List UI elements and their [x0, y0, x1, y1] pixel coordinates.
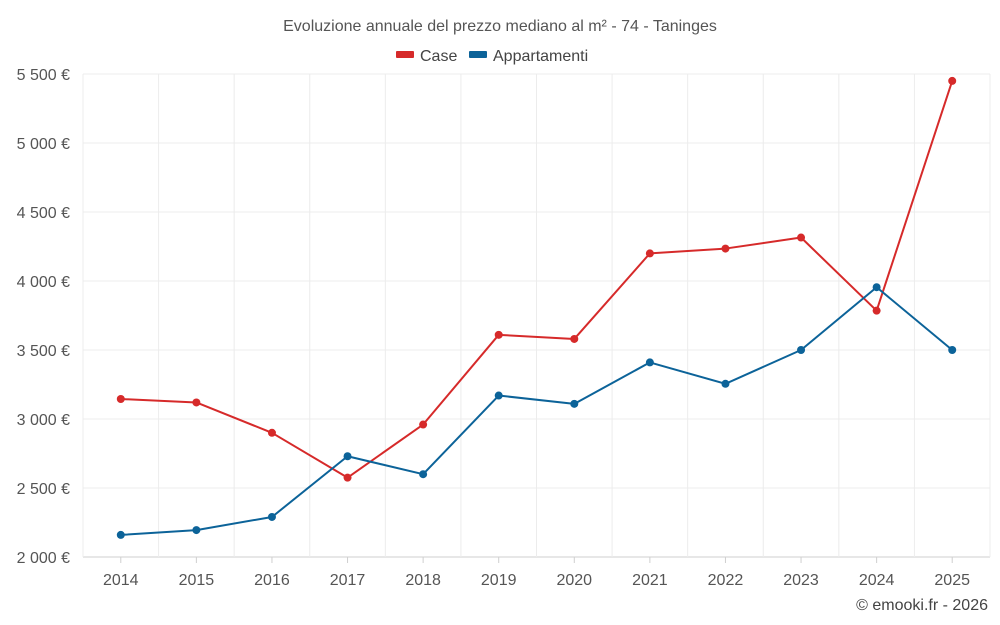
data-point: [419, 470, 428, 479]
grid: [82, 73, 991, 558]
data-point: [267, 512, 276, 521]
x-tick-label: 2016: [254, 572, 290, 589]
data-point: [797, 233, 806, 242]
data-point: [192, 526, 201, 535]
x-tick-label: 2018: [405, 572, 441, 589]
data-point: [116, 530, 125, 539]
y-tick-label: 4 500 €: [17, 205, 70, 222]
data-point: [116, 394, 125, 403]
data-point: [721, 379, 730, 388]
series-line: [120, 80, 954, 479]
data-point: [570, 334, 579, 343]
x-tick-label: 2020: [556, 572, 592, 589]
legend: Case Appartamenti: [396, 48, 588, 65]
data-point: [797, 346, 806, 354]
x-tick-label: 2025: [934, 572, 970, 589]
series-appartamenti: [116, 283, 957, 539]
series-layer: [116, 76, 957, 539]
chart-title: Evoluzione annuale del prezzo mediano al…: [283, 18, 717, 35]
data-point: [494, 391, 503, 400]
y-tick-label: 4 000 €: [17, 274, 70, 291]
data-point: [419, 420, 428, 429]
x-tick-label: 2014: [103, 572, 139, 589]
series-line: [120, 286, 953, 536]
x-tick-label: 2024: [859, 572, 895, 589]
x-tick-label: 2017: [330, 572, 366, 589]
data-point: [494, 330, 503, 339]
y-tick-label: 3 000 €: [17, 412, 70, 429]
data-point: [645, 249, 654, 258]
legend-swatch: [469, 51, 487, 58]
x-axis: 2014 2015 2016 2017 2018 2019 2020 2021 2022 2023…: [103, 557, 970, 589]
series-case: [116, 76, 957, 482]
y-tick-label: 3 500 €: [17, 343, 70, 360]
data-point: [645, 358, 654, 367]
y-tick-label: 5 500 €: [17, 67, 70, 84]
x-tick-label: 2022: [708, 572, 744, 589]
data-point: [948, 76, 957, 85]
credit-text: © emooki.fr - 2026: [856, 597, 988, 614]
data-point: [267, 428, 276, 437]
legend-label: Appartamenti: [493, 48, 588, 65]
y-tick-label: 5 000 €: [17, 136, 70, 153]
x-tick-label: 2019: [481, 572, 517, 589]
data-point: [343, 473, 352, 482]
data-point: [343, 452, 352, 461]
data-point: [192, 398, 201, 407]
y-axis: 2 000 € 2 500 € 3 000 € 3 500 € 4 000 € 4 500…: [17, 67, 70, 567]
x-tick-label: 2015: [179, 572, 215, 589]
legend-swatch: [396, 51, 414, 58]
legend-label: Case: [420, 48, 457, 65]
x-tick-label: 2023: [783, 572, 819, 589]
data-point: [872, 306, 881, 315]
x-tick-label: 2021: [632, 572, 668, 589]
data-point: [570, 399, 579, 408]
y-tick-label: 2 000 €: [17, 550, 70, 567]
data-point: [948, 346, 957, 354]
data-point: [721, 244, 730, 253]
data-point: [872, 283, 881, 292]
y-tick-label: 2 500 €: [17, 481, 70, 498]
